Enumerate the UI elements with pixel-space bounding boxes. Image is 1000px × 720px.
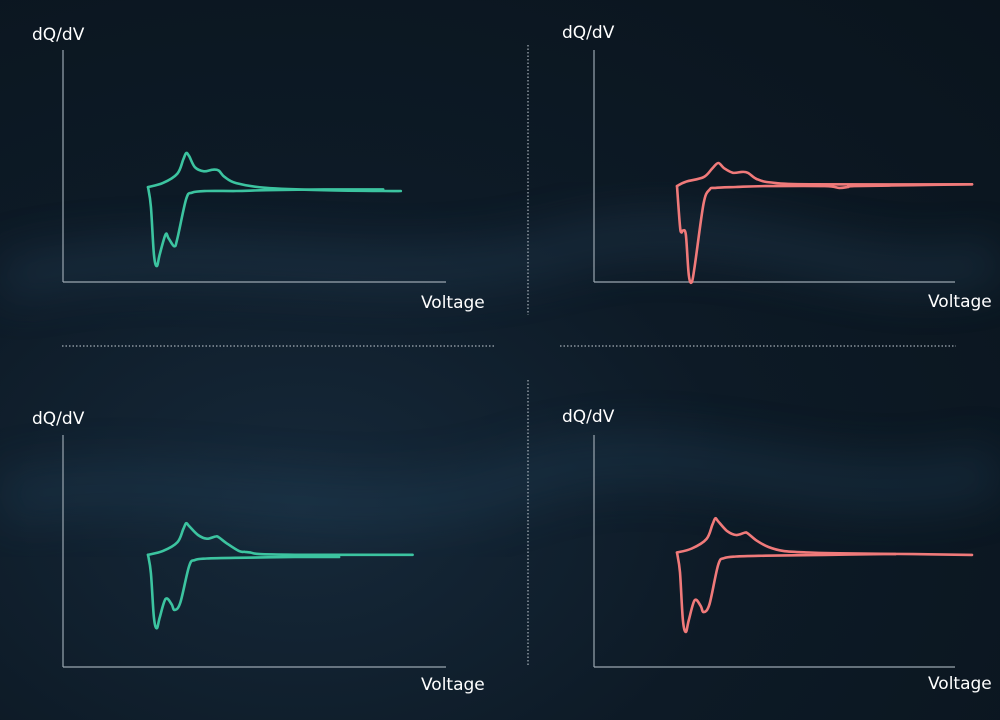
x-axis-label: Voltage — [928, 292, 992, 312]
curves — [675, 161, 974, 285]
y-axis-label: dQ/dV — [562, 407, 615, 427]
y-axis-label: dQ/dV — [562, 23, 615, 43]
charge-curve — [675, 183, 974, 285]
curves — [146, 521, 414, 630]
chart-panel-top-right: dQ/dV Voltage — [562, 23, 992, 312]
discharge-curve — [675, 516, 974, 557]
discharge-curve — [146, 521, 414, 557]
y-axis-label: dQ/dV — [32, 409, 85, 429]
x-axis-label: Voltage — [421, 293, 485, 313]
x-axis-label: Voltage — [421, 675, 485, 695]
charge-curve — [146, 553, 341, 630]
chart-panel-bottom-left: dQ/dV Voltage — [32, 409, 485, 695]
chart-panel-bottom-right: dQ/dV Voltage — [562, 407, 992, 694]
curves — [675, 516, 974, 634]
charge-curve — [675, 551, 897, 634]
chart-panel-top-left: dQ/dV Voltage — [32, 25, 485, 313]
background-wisps — [0, 215, 1000, 529]
y-axis-label: dQ/dV — [32, 25, 85, 45]
x-axis-label: Voltage — [928, 674, 992, 694]
curves — [146, 151, 403, 268]
discharge-curve — [675, 161, 974, 188]
discharge-curve — [146, 151, 403, 193]
